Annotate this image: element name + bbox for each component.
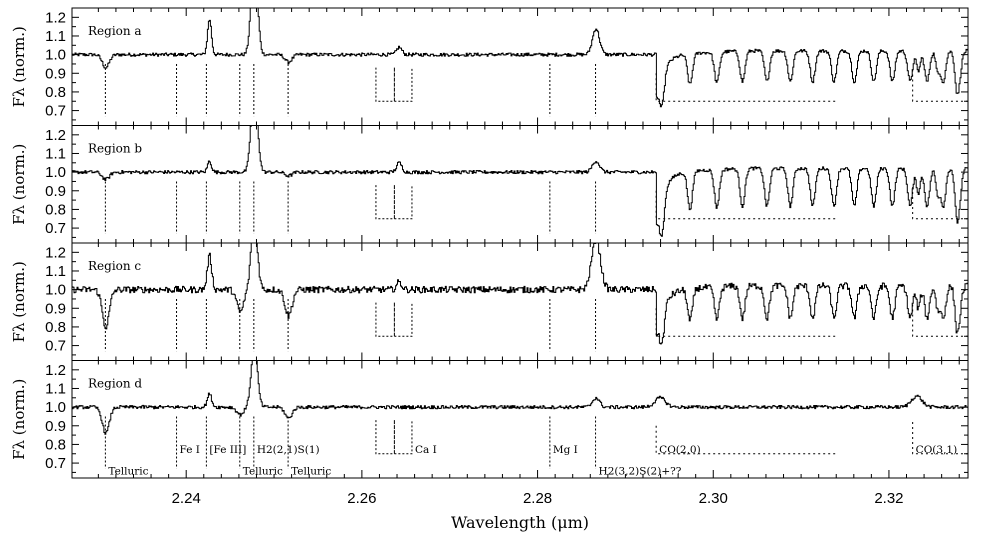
y-tick-label: 1.0 [45,282,66,299]
ca-bracket [375,185,413,220]
y-tick-label: 1.1 [45,380,66,397]
y-tick-label: 0.8 [45,319,66,336]
y-tick-label: 1.0 [45,164,66,181]
x-tick-label: 2.28 [523,490,552,507]
annotation-label: Telluric [243,465,283,477]
y-tick-label: 1.2 [45,362,66,379]
spectrum-line [72,8,968,108]
panel-region-a: 0.7 0.8 0.91.0 1.1 1.2 Fλ (norm.) Region a [10,7,969,126]
panel-region-b: 0.7 0.80.9 1.0 1.11.2 Fλ (norm.) Region b [10,125,969,244]
y-tick-label: 1.1 [45,145,66,162]
co20-marker [655,308,837,337]
annotation-label: CO(2,0) [659,444,701,456]
y-tick-label: 0.9 [45,418,66,435]
y-tick-label: 0.8 [45,201,66,218]
annotation-label: Ca I [415,444,437,456]
y-tick-label: 1.0 [45,399,66,416]
y-tick-label: 0.7 [45,338,66,355]
x-tick-label: 2.26 [347,490,376,507]
spectrum-line [72,360,968,435]
x-tick-label: 2.30 [699,490,728,507]
annotation-label: [Fe III] [209,444,246,456]
x-tick-label: 2.24 [172,490,201,507]
annotation-label: H2(3,2)S(2)+?? [599,465,682,477]
y-tick-label: 1.1 [45,263,66,280]
y-axis-label: Fλ (norm.) [10,144,28,225]
region-label: Region a [88,24,142,38]
spectrum-line [72,243,968,345]
region-label: Region d [88,377,142,391]
y-axis-label: Fλ (norm.) [10,261,28,342]
co31-marker [912,422,968,455]
annotation-label: H2(2,1)S(1) [257,444,320,456]
y-tick-label: 0.8 [45,436,66,453]
y-axis-label: Fλ (norm.) [10,379,28,460]
panel-frame [71,242,969,361]
y-tick-label: 1.1 [45,28,66,45]
annotation-label: Mg I [553,444,578,456]
y-tick-label: 1.2 [45,127,66,144]
annotation-label: CO(3,1) [916,444,958,456]
panel-frame [71,7,969,126]
spectrum-line [72,125,968,237]
panels-layer: 0.70.80.91.01.11.2Fλ (norm.) Region a0.70… [10,7,969,479]
y-tick-label: 0.7 [45,220,66,237]
y-tick-label: 1.2 [45,244,66,261]
y-tick-label: 0.7 [45,103,66,120]
x-tick-label: 2.32 [874,490,903,507]
ca-bracket [375,420,413,455]
y-tick-label: 0.8 [45,84,66,101]
co20-marker [655,73,837,102]
region-label: Region b [88,142,142,156]
y-tick-label: 0.9 [45,300,66,317]
ca-bracket [375,302,413,337]
y-axis-label: Fλ (norm.) [10,26,28,107]
y-tick-label: 0.9 [45,183,66,200]
y-tick-label: 0.7 [45,455,66,472]
ca-bracket [375,67,413,102]
annotation-label: Fe I [180,444,200,456]
co20-marker [655,190,837,220]
panel-frame [71,125,969,244]
region-label: Region c [88,259,141,273]
y-tick-label: 0.9 [45,65,66,82]
panel-region-d: 0.7 0.80.9 1.0 1.11.2 Fλ (norm.) Region d Tell… [10,360,969,479]
co31-marker [912,304,968,337]
panel-frame [71,360,969,479]
y-tick-label: 1.0 [45,47,66,64]
x-axis-label: Wavelength (μm) [451,513,589,532]
x-axis: 2.24 2.26 2.28 2.30 2.32 [172,490,904,507]
co31-marker [912,69,968,102]
y-tick-label: 1.2 [45,9,66,26]
annotation-label: Telluric [108,465,148,477]
co31-marker [912,187,968,220]
panel-region-c: 0.7 0.8 0.91.0 1.1 1.2 Fλ (norm.) Region c [10,242,969,361]
annotation-label: Telluric [291,465,331,477]
